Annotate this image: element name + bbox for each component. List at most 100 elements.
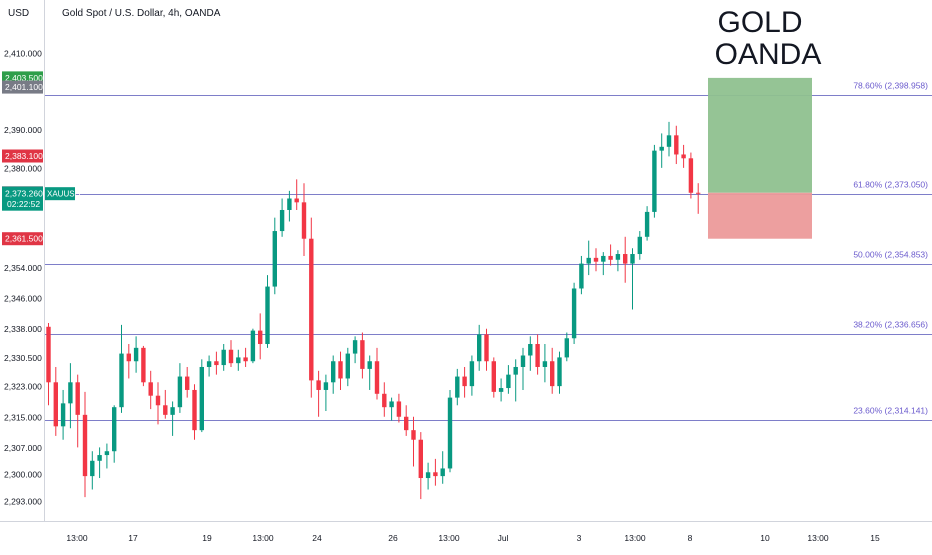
candle-body-65 — [520, 355, 526, 367]
candle-body-35 — [301, 202, 307, 239]
current-price-box — [2, 186, 43, 211]
long-position-tool[interactable] — [708, 77, 812, 239]
candle-body-13 — [141, 347, 146, 383]
x-tick-label-11: 10 — [760, 533, 770, 543]
candle-body-21 — [199, 366, 204, 431]
candle-body-2 — [60, 403, 66, 427]
candle-body-15 — [155, 395, 161, 406]
y-tick-label-2: 2,380.000 — [4, 163, 42, 173]
candle-body-43 — [360, 340, 365, 369]
candle-body-40 — [338, 361, 343, 379]
candle-body-57 — [462, 376, 467, 387]
candle-body-77 — [608, 255, 613, 260]
candle-body-62 — [498, 388, 504, 392]
overlay-text-gold: GOLD — [717, 6, 802, 39]
y-tick-label-0: 2,410.000 — [4, 49, 42, 59]
currency-label[interactable]: USD — [8, 8, 29, 19]
candle-body-10 — [119, 353, 124, 408]
x-tick-label-9: 13:00 — [624, 533, 646, 543]
candle-body-81 — [637, 236, 642, 255]
candle-body-33 — [287, 198, 292, 210]
x-tick-label-13: 15 — [870, 533, 880, 543]
candle-body-42 — [352, 340, 358, 354]
price-label-text-2: 2,383.100 — [5, 151, 43, 161]
price-axis-labels: 2,403.5002,401.1002,383.1002,373.5002,36… — [2, 71, 81, 246]
candle-body-82 — [644, 211, 650, 237]
y-tick-label-6: 2,330.500 — [4, 353, 42, 363]
candle-body-53 — [433, 472, 438, 477]
current-symbol-tag — [45, 187, 75, 201]
candle-body-27 — [243, 357, 248, 362]
candle-body-5 — [82, 414, 88, 477]
fib-level-label-2: 50.00% (2,354.853) — [853, 250, 928, 260]
candle-body-44 — [367, 361, 372, 369]
candle-body-39 — [331, 361, 336, 383]
candle-body-38 — [323, 382, 329, 390]
candle-body-54 — [440, 468, 445, 477]
candle-body-34 — [294, 198, 299, 203]
x-tick-label-7: Jul — [498, 533, 509, 543]
candle-body-72 — [571, 288, 577, 339]
fib-level-label-4: 23.60% (2,314.141) — [853, 406, 928, 416]
candle-body-46 — [382, 393, 387, 408]
candle-body-12 — [133, 347, 139, 362]
candle-body-3 — [68, 382, 73, 404]
y-tick-label-10: 2,300.000 — [4, 470, 42, 480]
candle-body-89 — [696, 192, 701, 194]
candle-body-23 — [214, 361, 219, 366]
candle-body-8 — [104, 451, 110, 456]
candle-body-52 — [425, 472, 431, 479]
y-tick-label-3: 2,354.000 — [4, 263, 42, 273]
candle-body-14 — [148, 382, 153, 396]
candle-body-70 — [557, 357, 562, 387]
price-axis[interactable]: 2,410.000 2,390.000 2,380.000 2,354.000 2,34… — [4, 49, 42, 507]
x-tick-label-8: 3 — [577, 533, 582, 543]
candle-body-51 — [418, 439, 423, 479]
candle-body-30 — [265, 286, 270, 345]
candle-body-36 — [309, 238, 314, 381]
candle-body-76 — [601, 255, 606, 262]
candle-body-68 — [542, 361, 548, 367]
candle-body-74 — [586, 257, 591, 264]
candle-body-32 — [279, 209, 285, 232]
current-price-countdown: 02:22:52 — [7, 199, 40, 209]
fib-level-label-3: 38.20% (2,336.656) — [853, 320, 928, 330]
candle-body-71 — [564, 338, 569, 358]
y-tick-label-1: 2,390.000 — [4, 125, 42, 135]
candle-body-37 — [316, 380, 321, 390]
candle-body-16 — [163, 405, 168, 415]
x-tick-label-12: 13:00 — [807, 533, 829, 543]
candle-body-66 — [528, 344, 533, 356]
fib-level-label-0: 78.60% (2,398.958) — [853, 81, 928, 91]
fibonacci-retracement[interactable]: 78.60% (2,398.958) 61.80% (2,373.050) 50.0… — [45, 81, 932, 421]
x-tick-label-5: 26 — [388, 533, 398, 543]
x-tick-label-2: 19 — [202, 533, 212, 543]
candle-body-4 — [75, 382, 80, 415]
candle-body-73 — [579, 263, 584, 289]
y-tick-label-5: 2,338.000 — [4, 324, 42, 334]
candle-body-31 — [272, 231, 277, 287]
candle-body-41 — [345, 353, 350, 379]
price-label-text-1: 2,401.100 — [5, 82, 43, 92]
current-price-value: 2,373.260 — [5, 189, 43, 199]
time-axis[interactable]: 13:00 17 19 13:00 24 26 13:00 Jul 3 13:00 8 10 13:00… — [66, 533, 880, 543]
candle-body-75 — [593, 257, 599, 262]
fib-level-label-1: 61.80% (2,373.050) — [853, 180, 928, 190]
x-tick-label-4: 24 — [312, 533, 322, 543]
price-label-text-0: 2,403.500 — [5, 73, 43, 83]
candle-body-29 — [258, 330, 263, 345]
y-tick-label-9: 2,307.000 — [4, 443, 42, 453]
candle-body-79 — [623, 254, 628, 264]
overlay-text-oanda: OANDA — [715, 38, 822, 71]
candle-body-59 — [477, 334, 482, 362]
candle-body-67 — [535, 344, 540, 367]
price-label-box-4 — [2, 232, 43, 246]
candle-body-22 — [206, 361, 212, 367]
candle-body-56 — [455, 376, 460, 398]
candle-body-87 — [681, 154, 686, 159]
candle-body-50 — [411, 430, 416, 440]
x-tick-label-6: 13:00 — [438, 533, 460, 543]
candle-body-61 — [491, 361, 496, 392]
